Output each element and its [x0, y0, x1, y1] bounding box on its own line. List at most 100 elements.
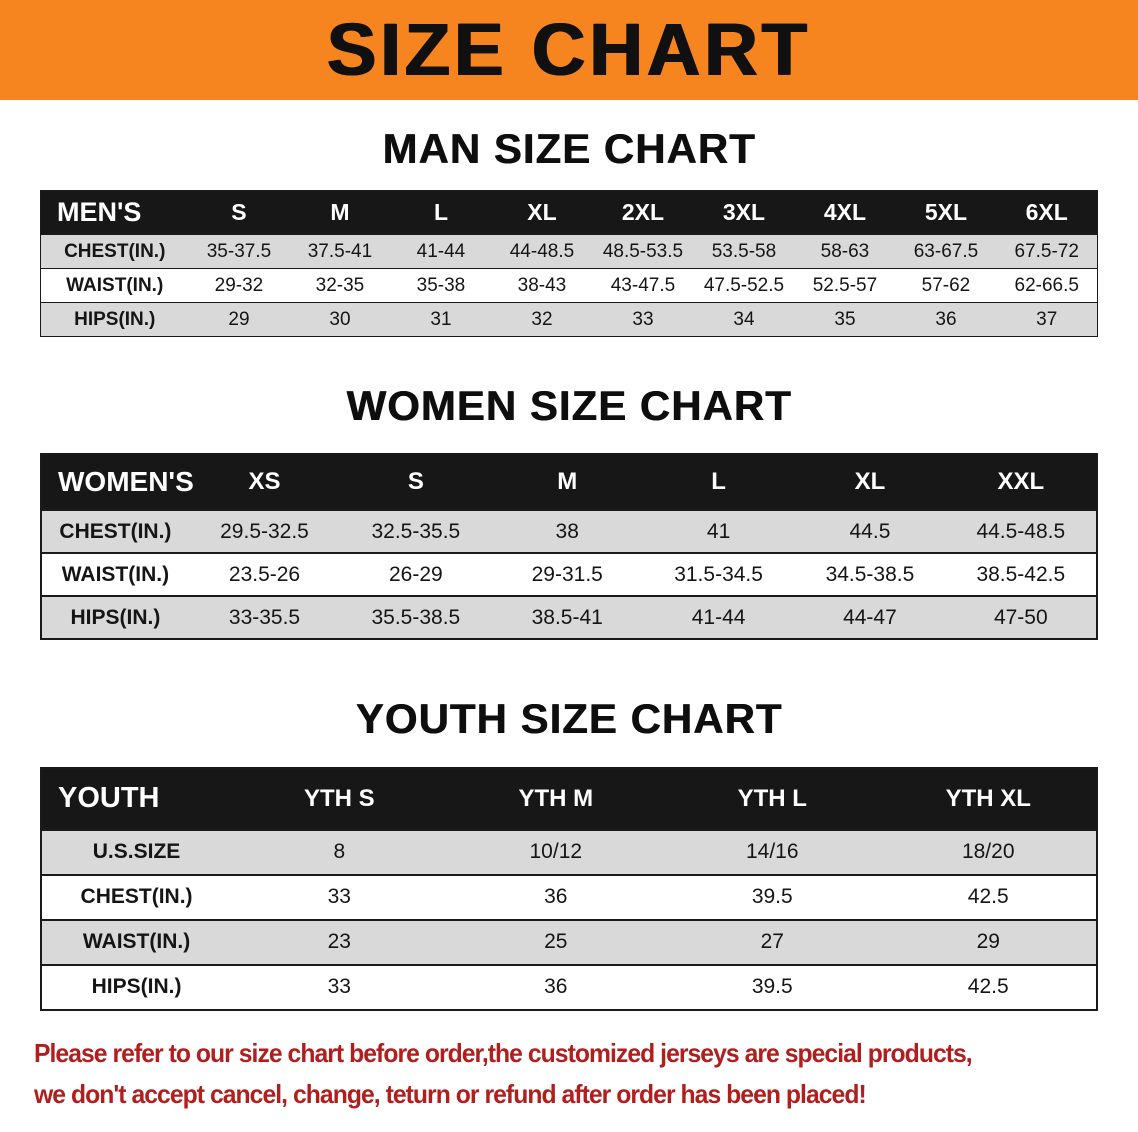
- row-label: WAIST(IN.): [41, 918, 232, 966]
- size-value-cell: 53.5-58: [693, 234, 795, 270]
- banner: SIZE CHART: [0, 0, 1138, 100]
- size-value-cell: 63-67.5: [895, 234, 997, 270]
- size-header-cell: XL: [794, 454, 946, 511]
- size-value-cell: 34.5-38.5: [794, 552, 946, 598]
- size-value-cell: 18/20: [880, 828, 1097, 876]
- size-value-cell: 35: [794, 302, 896, 338]
- table-row: HIPS(IN.) 29 30 31 32 33 34 35 36 37: [40, 302, 1098, 338]
- row-label: WAIST(IN.): [40, 268, 189, 304]
- size-header-cell: L: [642, 454, 795, 511]
- size-value-cell: 58-63: [794, 234, 896, 270]
- size-header-cell: YTH XL: [880, 767, 1097, 830]
- table-row: CHEST(IN.) 35-37.5 37.5-41 41-44 44-48.5 48.5…: [40, 234, 1098, 270]
- table-row: U.S.SIZE 8 10/12 14/16 18/20: [41, 828, 1097, 876]
- size-value-cell: 36: [895, 302, 997, 338]
- size-value-cell: 34: [693, 302, 795, 338]
- size-value-cell: 37.5-41: [289, 234, 391, 270]
- size-value-cell: 29-31.5: [491, 552, 643, 598]
- size-value-cell: 48.5-53.5: [592, 234, 694, 270]
- disclaimer-line-1: Please refer to our size chart before or…: [34, 1037, 973, 1068]
- size-header-cell: XS: [188, 454, 341, 511]
- size-header-cell: YTH L: [664, 767, 881, 830]
- row-label: CHEST(IN.): [40, 234, 189, 270]
- table-title-cell: WOMEN'S: [41, 454, 194, 511]
- size-value-cell: 43-47.5: [592, 268, 694, 304]
- size-value-cell: 44.5-48.5: [945, 509, 1097, 555]
- size-value-cell: 32: [491, 302, 593, 338]
- size-header-cell: YTH M: [447, 767, 665, 830]
- size-header-cell: L: [390, 190, 492, 235]
- table-row: WAIST(IN.) 29-32 32-35 35-38 38-43 43-47.5 47.…: [40, 268, 1098, 304]
- youth-size-chart-heading: YOUTH SIZE CHART: [355, 695, 783, 743]
- size-value-cell: 41-44: [642, 595, 795, 641]
- size-value-cell: 33-35.5: [188, 595, 341, 641]
- row-label: WAIST(IN.): [41, 552, 189, 598]
- size-value-cell: 38.5-42.5: [945, 552, 1097, 598]
- size-value-cell: 62-66.5: [996, 268, 1098, 304]
- size-value-cell: 32-35: [289, 268, 391, 304]
- size-value-cell: 39.5: [664, 963, 881, 1011]
- size-value-cell: 23: [231, 918, 448, 966]
- size-value-cell: 38: [491, 509, 643, 555]
- row-label: HIPS(IN.): [41, 963, 232, 1011]
- size-value-cell: 8: [231, 828, 448, 876]
- size-value-cell: 42.5: [880, 963, 1097, 1011]
- size-header-cell: 2XL: [592, 190, 694, 235]
- disclaimer-line-2: we don't accept cancel, change, teturn o…: [34, 1079, 867, 1110]
- size-value-cell: 33: [592, 302, 694, 338]
- size-value-cell: 32.5-35.5: [340, 509, 492, 555]
- size-value-cell: 35.5-38.5: [340, 595, 492, 641]
- size-value-cell: 36: [447, 873, 665, 921]
- size-value-cell: 36: [447, 963, 665, 1011]
- size-header-cell: S: [188, 190, 290, 235]
- size-value-cell: 26-29: [340, 552, 492, 598]
- size-value-cell: 47-50: [945, 595, 1097, 641]
- size-header-cell: S: [340, 454, 492, 511]
- size-header-cell: M: [289, 190, 391, 235]
- size-value-cell: 67.5-72: [996, 234, 1098, 270]
- size-value-cell: 35-38: [390, 268, 492, 304]
- size-header-cell: XL: [491, 190, 593, 235]
- table-row: HIPS(IN.) 33-35.5 35.5-38.5 38.5-41 41-44 44-…: [41, 595, 1097, 641]
- size-value-cell: 25: [447, 918, 665, 966]
- table-row: WAIST(IN.) 23.5-26 26-29 29-31.5 31.5-34.5 34…: [41, 552, 1097, 598]
- size-value-cell: 57-62: [895, 268, 997, 304]
- size-value-cell: 31.5-34.5: [642, 552, 795, 598]
- women-size-chart-heading: WOMEN SIZE CHART: [346, 382, 792, 430]
- table-title-cell: MEN'S: [40, 190, 189, 235]
- size-value-cell: 29: [188, 302, 290, 338]
- size-value-cell: 44-47: [794, 595, 946, 641]
- size-value-cell: 52.5-57: [794, 268, 896, 304]
- man-size-chart-heading: MAN SIZE CHART: [382, 125, 756, 172]
- size-value-cell: 47.5-52.5: [693, 268, 795, 304]
- man-size-chart-section: MAN SIZE CHART MEN'S S M L XL 2XL 3XL 4XL 5XL 6XL…: [0, 100, 1138, 338]
- size-value-cell: 39.5: [664, 873, 881, 921]
- size-header-cell: M: [491, 454, 643, 511]
- size-header-cell: 4XL: [794, 190, 896, 235]
- table-title-cell: YOUTH: [41, 767, 232, 830]
- youth-size-table: YOUTH YTH S YTH M YTH L YTH XL U.S.SIZE 8 10/12…: [40, 766, 1098, 1011]
- size-chart-body: MAN SIZE CHART MEN'S S M L XL 2XL 3XL 4XL 5XL 6XL…: [0, 100, 1138, 1112]
- table-row: HIPS(IN.) 33 36 39.5 42.5: [41, 963, 1097, 1011]
- banner-title: SIZE CHART: [327, 8, 811, 91]
- row-label: CHEST(IN.): [41, 873, 232, 921]
- size-value-cell: 29.5-32.5: [188, 509, 341, 555]
- row-label: HIPS(IN.): [41, 595, 189, 641]
- size-value-cell: 44-48.5: [491, 234, 593, 270]
- row-label: U.S.SIZE: [41, 828, 232, 876]
- size-value-cell: 44.5: [794, 509, 946, 555]
- row-label: CHEST(IN.): [41, 509, 189, 555]
- size-header-cell: XXL: [945, 454, 1097, 511]
- women-size-table: WOMEN'S XS S M L XL XXL CHEST(IN.) 29.5-32.5 32.5…: [40, 453, 1098, 641]
- men-size-table: MEN'S S M L XL 2XL 3XL 4XL 5XL 6XL CHEST(IN.) 35-37…: [40, 190, 1098, 338]
- disclaimer: Please refer to our size chart before or…: [34, 1037, 1104, 1113]
- size-value-cell: 31: [390, 302, 492, 338]
- size-value-cell: 10/12: [447, 828, 665, 876]
- size-value-cell: 29-32: [188, 268, 290, 304]
- size-header-cell: 5XL: [895, 190, 997, 235]
- table-row: WAIST(IN.) 23 25 27 29: [41, 918, 1097, 966]
- size-header-cell: 3XL: [693, 190, 795, 235]
- size-value-cell: 30: [289, 302, 391, 338]
- size-value-cell: 33: [231, 963, 448, 1011]
- size-value-cell: 41: [642, 509, 795, 555]
